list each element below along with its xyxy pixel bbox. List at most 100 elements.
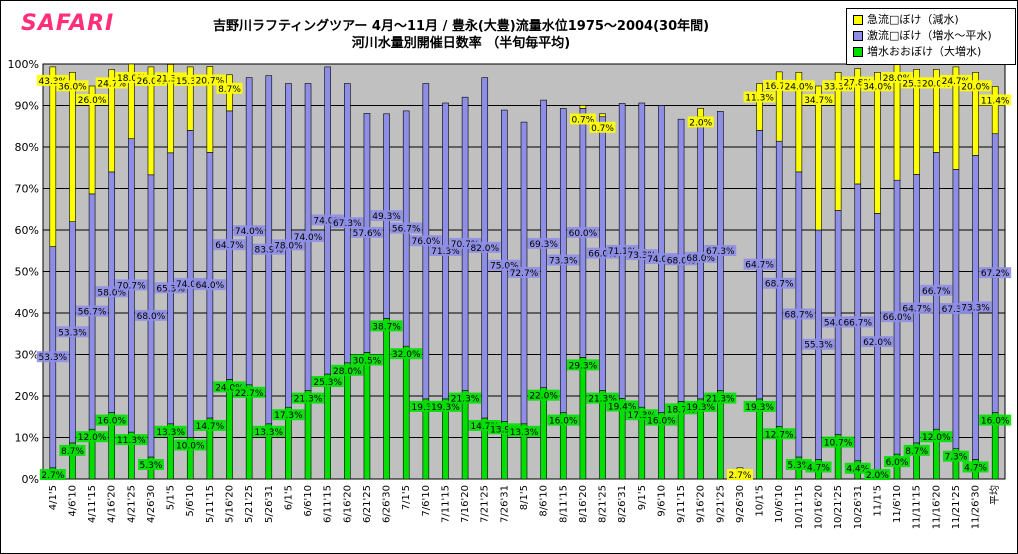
data-label-bg	[606, 400, 639, 412]
data-label: 8.7%	[61, 447, 84, 457]
bar-segment	[245, 384, 253, 480]
bar-segment	[991, 86, 999, 135]
data-label-bg	[468, 241, 501, 253]
data-label-bg	[920, 77, 953, 89]
data-label-bg	[95, 414, 128, 426]
data-label-bg	[547, 414, 580, 426]
bar-segment	[402, 345, 410, 480]
data-label-bg	[822, 316, 855, 328]
data-label: 21.3%	[706, 395, 735, 405]
data-label: 12.0%	[78, 433, 107, 443]
data-label-bg	[213, 381, 246, 393]
x-tick-label: 4/16'20	[107, 485, 118, 523]
data-label: 36.0%	[58, 82, 87, 92]
data-label: 24.7%	[942, 77, 971, 87]
data-label: 0.7%	[591, 124, 614, 134]
data-label: 10.7%	[824, 439, 853, 449]
x-tick-label: 8/26'31	[617, 485, 628, 523]
data-label-bg	[370, 210, 403, 222]
x-tick-label: 6/6'10	[303, 485, 314, 517]
data-label-bg	[979, 267, 1012, 279]
data-label: 21.3%	[294, 395, 323, 405]
bar-segment	[815, 85, 822, 231]
data-label: 65.3%	[156, 284, 185, 294]
data-label-bg	[154, 282, 187, 294]
bar-segment	[226, 379, 233, 480]
data-label: 64.7%	[902, 305, 931, 315]
data-label-bg	[785, 459, 812, 471]
bar-segment	[913, 69, 920, 175]
data-label: 5.3%	[140, 461, 163, 471]
data-label: 19.3%	[412, 403, 441, 413]
data-label: 66.7%	[843, 318, 872, 328]
data-label: 28.0%	[333, 367, 362, 377]
data-label-bg	[350, 354, 383, 366]
data-label-bg	[154, 425, 187, 437]
bar-segment	[775, 71, 783, 142]
data-label-bg	[252, 243, 285, 255]
data-label: 5.3%	[787, 461, 810, 471]
x-tick-label: 6/1'5	[283, 485, 294, 510]
data-label-bg	[881, 311, 914, 323]
data-label: 33.3%	[824, 82, 853, 92]
data-label: 54.0%	[824, 319, 853, 329]
data-label: 17.3%	[274, 411, 303, 421]
data-label-bg	[942, 450, 969, 462]
data-label-bg	[115, 434, 148, 446]
data-label: 82.0%	[470, 244, 499, 254]
bar-segment	[108, 69, 116, 173]
data-label: 20.0%	[922, 79, 951, 89]
x-tick-label: 6/26'30	[382, 485, 393, 523]
data-label: 16.0%	[97, 417, 126, 427]
bar-segment	[88, 85, 96, 195]
bar-segment	[834, 72, 842, 211]
data-label: 62.0%	[863, 338, 892, 348]
data-label-bg	[508, 425, 540, 437]
data-label-bg	[802, 93, 835, 105]
y-tick-label: 60%	[15, 224, 39, 237]
safari-logo: SAFARI	[21, 11, 115, 36]
data-label-bg	[684, 400, 717, 412]
data-label-bg	[350, 226, 383, 238]
data-label-bg	[39, 469, 66, 480]
x-tick-label: 4/1'5	[48, 485, 59, 510]
data-label-bg	[134, 309, 167, 321]
data-label-bg	[390, 348, 423, 360]
x-tick-label: 4/21'25	[126, 485, 137, 523]
data-label: 74.0%	[235, 227, 264, 237]
data-label-bg	[625, 249, 658, 261]
data-label-bg	[743, 258, 776, 270]
data-label-bg	[272, 239, 305, 251]
data-label-bg	[881, 72, 914, 83]
data-label-bg	[566, 359, 599, 371]
data-label-bg	[59, 444, 86, 456]
data-label-bg	[822, 80, 855, 92]
data-label-bg	[822, 436, 855, 448]
data-label-bg	[743, 400, 776, 412]
bar-segment	[952, 66, 960, 170]
data-label: 75.0%	[490, 262, 519, 272]
data-label-bg	[311, 376, 344, 388]
data-label-bg	[134, 74, 167, 86]
data-label: 68.7%	[785, 310, 814, 320]
legend-swatch-yellow	[853, 15, 863, 25]
data-label: 73.3%	[961, 303, 990, 313]
data-label-bg	[586, 392, 619, 404]
data-label-bg	[233, 225, 266, 237]
data-label: 16.7%	[765, 82, 794, 92]
data-label: 53.3%	[58, 328, 87, 338]
y-tick-label: 30%	[15, 349, 39, 362]
x-tick-label: 6/21'25	[362, 485, 373, 523]
data-label-bg	[625, 409, 658, 421]
data-label-bg	[174, 74, 207, 86]
data-label-bg	[763, 428, 796, 440]
data-label: 11.3%	[745, 94, 774, 104]
data-label: 66.7%	[922, 287, 951, 297]
data-label: 58.0%	[97, 288, 126, 298]
data-label: 12.0%	[922, 433, 951, 443]
y-tick-label: 100%	[8, 58, 39, 71]
data-label-bg	[861, 336, 894, 348]
data-label-bg	[292, 231, 325, 243]
data-label: 72.7%	[510, 269, 539, 279]
bar-segment	[599, 113, 606, 118]
